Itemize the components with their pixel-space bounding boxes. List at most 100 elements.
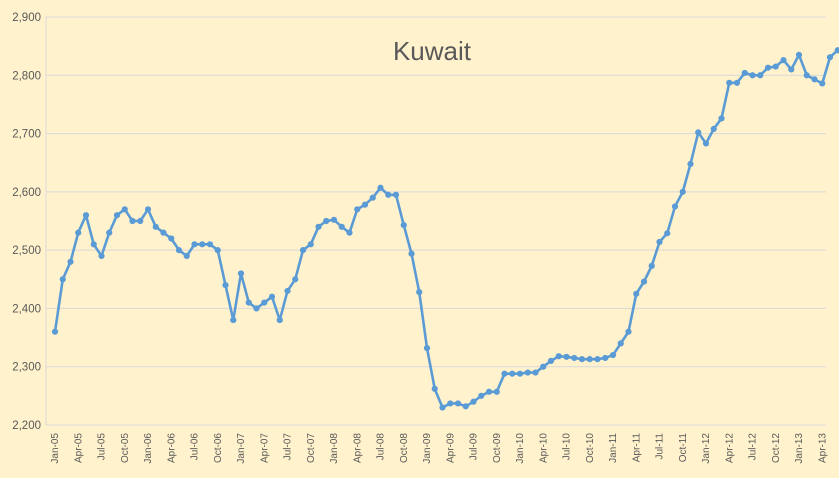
- data-point: [431, 385, 438, 392]
- data-point: [408, 250, 415, 257]
- data-point: [602, 354, 609, 362]
- data-point: [284, 287, 291, 295]
- data-point: [478, 392, 485, 399]
- x-axis-tick-labels: Jan-05 Apr-05 Jul-05 Oct-05 Jan-06 Apr-06 Jul-…: [50, 433, 828, 464]
- data-point: [640, 278, 648, 285]
- y-axis-tick-labels: 2,200 2,300 2,400 2,500 2,600 2,700 2,800 2,900: [12, 12, 41, 432]
- data-point: [253, 305, 260, 312]
- chart-title: Kuwait: [393, 36, 472, 66]
- data-point: [454, 400, 462, 407]
- y-tick-label: 2,500: [12, 245, 41, 257]
- data-point: [772, 63, 779, 70]
- x-tick-label: Jul-07: [283, 433, 294, 461]
- data-point: [98, 252, 105, 260]
- data-point: [687, 160, 694, 167]
- data-point: [733, 79, 741, 86]
- data-point: [245, 299, 252, 306]
- data-point: [338, 223, 345, 230]
- data-point: [586, 356, 593, 363]
- gridlines: [45, 16, 826, 426]
- y-tick-label: 2,700: [12, 129, 41, 141]
- x-tick-label: Jul-10: [562, 433, 573, 461]
- data-point: [59, 276, 66, 283]
- x-tick-label: Jan-13: [794, 433, 805, 464]
- x-tick-label: Jul-11: [655, 433, 666, 460]
- data-point: [447, 400, 454, 407]
- data-point: [121, 206, 128, 213]
- data-point: [175, 247, 183, 254]
- series-line-layer: [53, 48, 839, 409]
- data-point: [82, 212, 90, 219]
- data-point: [803, 72, 810, 79]
- x-tick-label: Apr-12: [724, 433, 735, 463]
- x-tick-label: Jul-08: [376, 433, 387, 461]
- x-tick-label: Apr-13: [817, 433, 828, 463]
- data-point: [152, 223, 159, 230]
- x-tick-label: Jan-05: [50, 433, 61, 464]
- x-tick-label: Jul-12: [748, 433, 759, 461]
- data-point: [377, 184, 384, 191]
- data-point: [361, 201, 369, 208]
- data-point: [679, 188, 686, 195]
- data-point: [524, 369, 531, 376]
- data-point: [780, 57, 787, 64]
- x-tick-label: Apr-07: [259, 433, 270, 463]
- series-points-layer: [51, 47, 839, 411]
- data-point: [423, 344, 431, 352]
- data-point: [416, 289, 423, 296]
- x-tick-label: Oct-09: [492, 433, 503, 463]
- data-point: [369, 194, 376, 201]
- y-tick-label: 2,900: [12, 12, 41, 24]
- data-point: [625, 328, 632, 335]
- data-point: [354, 206, 361, 213]
- data-point: [51, 328, 59, 335]
- data-point: [261, 299, 268, 306]
- x-tick-label: Apr-09: [445, 433, 456, 463]
- data-point: [392, 191, 400, 198]
- x-tick-label: Apr-05: [73, 433, 84, 463]
- data-point: [237, 270, 245, 277]
- data-point: [555, 353, 562, 360]
- data-point: [819, 80, 826, 87]
- x-tick-label: Apr-11: [631, 433, 642, 463]
- x-tick-label: Jan-12: [701, 433, 712, 464]
- data-point: [811, 76, 818, 83]
- y-tick-label: 2,600: [12, 187, 41, 199]
- data-point: [516, 370, 524, 377]
- data-point: [695, 129, 702, 136]
- data-point: [671, 203, 679, 210]
- x-tick-label: Jul-09: [469, 433, 480, 461]
- data-point: [168, 235, 175, 242]
- x-tick-label: Oct-07: [306, 433, 317, 463]
- data-point: [633, 290, 640, 297]
- data-point: [206, 241, 214, 248]
- data-point: [230, 316, 237, 324]
- data-point: [834, 47, 839, 54]
- data-point: [299, 247, 307, 254]
- x-tick-label: Oct-10: [585, 433, 596, 463]
- data-point: [385, 191, 392, 198]
- x-tick-label: Jan-06: [143, 433, 154, 464]
- data-point: [788, 66, 795, 73]
- data-point: [826, 54, 834, 61]
- data-point: [532, 369, 539, 376]
- x-tick-label: Jan-08: [329, 433, 340, 464]
- x-tick-label: Jul-05: [97, 433, 108, 461]
- x-tick-label: Oct-12: [771, 433, 782, 463]
- data-point: [129, 217, 136, 225]
- data-point: [594, 356, 601, 363]
- data-point: [509, 370, 516, 377]
- data-point: [578, 356, 586, 363]
- x-tick-label: Jan-11: [608, 433, 619, 463]
- data-point: [749, 72, 756, 79]
- x-tick-label: Oct-06: [213, 433, 224, 463]
- x-tick-label: Jan-09: [422, 433, 433, 464]
- data-point: [462, 403, 469, 410]
- data-point: [137, 217, 144, 225]
- data-point: [764, 64, 772, 71]
- x-tick-label: Jul-06: [190, 433, 201, 461]
- data-point: [268, 293, 276, 300]
- data-point: [795, 51, 803, 58]
